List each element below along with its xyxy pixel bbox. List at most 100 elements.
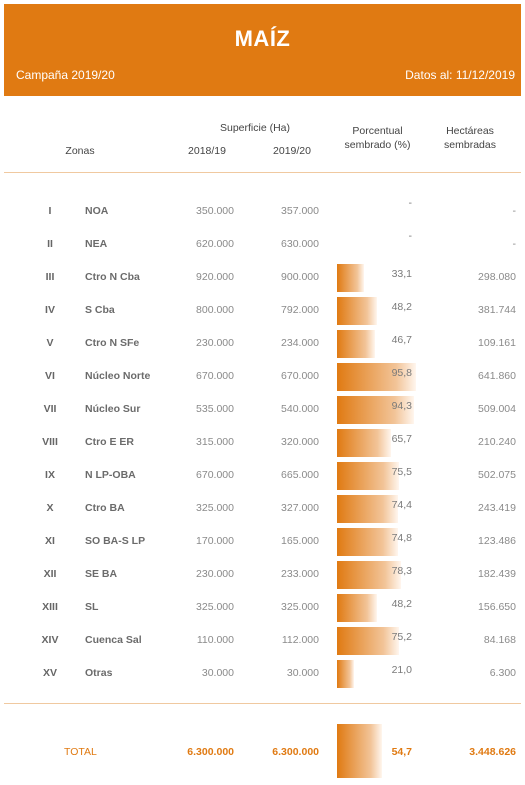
zone-number: XIV <box>41 634 59 646</box>
zone-number: VII <box>43 403 57 415</box>
zone-name: N LP-OBA <box>85 469 136 481</box>
percent-value: - <box>408 197 413 209</box>
zone-name: Ctro E ER <box>85 436 135 448</box>
zone-number: X <box>46 502 54 514</box>
surface-2018-cell: 315.000 <box>196 436 234 448</box>
surface-2019-cell: 327.000 <box>281 502 319 514</box>
surface-2019-cell: 320.000 <box>281 436 319 448</box>
table-row: VI Núcleo Norte 670.000 670.000 95,8 641.860 <box>0 360 525 393</box>
percent-value: 65,7 <box>391 433 412 445</box>
surface-2019-cell: 112.000 <box>281 634 319 646</box>
table-row: XI SO BA-S LP 170.000 165.000 74,8 123.486 <box>0 525 525 558</box>
zone-name: Núcleo Norte <box>85 370 151 382</box>
table-row: XV Otras 30.000 30.000 21,0 6.300 <box>0 657 525 690</box>
surface-2019-cell: 792.000 <box>281 304 319 316</box>
column-header-percent-line1: Porcentual <box>352 125 403 137</box>
hectares-cell: 381.744 <box>478 304 516 316</box>
surface-2019-cell: 233.000 <box>281 568 319 580</box>
percent-value: 48,2 <box>391 598 412 610</box>
surface-2018-cell: 30.000 <box>201 667 234 679</box>
column-header-surface: Superficie (Ha) <box>219 122 291 134</box>
percent-value: 46,7 <box>391 334 412 346</box>
percent-bar <box>337 396 414 424</box>
hectares-cell: 298.080 <box>478 271 516 283</box>
percent-bar <box>337 363 416 391</box>
percent-value: - <box>408 230 413 242</box>
percent-bar <box>337 495 398 523</box>
zone-number: I <box>48 205 52 217</box>
zone-number: III <box>45 271 55 283</box>
hectares-cell: 156.650 <box>478 601 516 613</box>
header-banner: MAÍZ Campaña 2019/20 Datos al: 11/12/201… <box>4 4 521 96</box>
zone-number: XII <box>43 568 57 580</box>
hectares-cell: 123.486 <box>478 535 516 547</box>
total-surface-2019: 6.300.000 <box>272 746 319 758</box>
zone-name: SO BA-S LP <box>85 535 146 547</box>
percent-bar <box>337 528 398 556</box>
hectares-cell: 210.240 <box>478 436 516 448</box>
percent-value: 48,2 <box>391 301 412 313</box>
zone-number: VIII <box>42 436 58 448</box>
table-row: II NEA 620.000 630.000 - - <box>0 228 525 261</box>
hectares-cell: - <box>512 205 517 217</box>
total-hectares: 3.448.626 <box>469 746 516 758</box>
percent-value: 21,0 <box>391 664 412 676</box>
percent-value: 74,4 <box>391 499 412 511</box>
table-row: III Ctro N Cba 920.000 900.000 33,1 298.080 <box>0 261 525 294</box>
surface-2018-cell: 230.000 <box>196 337 234 349</box>
total-row: TOTAL 6.300.000 6.300.000 54,7 3.448.626 <box>0 724 525 778</box>
table-row: I NOA 350.000 357.000 - - <box>0 195 525 228</box>
total-percent: 54,7 <box>391 746 412 758</box>
percent-bar <box>337 264 364 292</box>
zone-number: V <box>46 337 54 349</box>
surface-2019-cell: 30.000 <box>286 667 319 679</box>
surface-2019-cell: 670.000 <box>281 370 319 382</box>
zone-name: Ctro BA <box>85 502 125 514</box>
zone-name: SE BA <box>85 568 118 580</box>
hectares-cell: 182.439 <box>478 568 516 580</box>
column-header-hectares-line1: Hectáreas <box>446 125 494 137</box>
surface-2018-cell: 350.000 <box>196 205 234 217</box>
hectares-cell: 641.860 <box>478 370 516 382</box>
surface-2019-cell: 357.000 <box>281 205 319 217</box>
column-header-hectares-line2: sembradas <box>444 139 496 151</box>
percent-bar <box>337 462 399 490</box>
hectares-cell: 109.161 <box>478 337 516 349</box>
hectares-cell: 6.300 <box>489 667 516 679</box>
percent-bar <box>337 561 401 589</box>
column-header-year1: 2018/19 <box>188 145 226 157</box>
percent-value: 75,5 <box>391 466 412 478</box>
hectares-cell: 509.004 <box>478 403 516 415</box>
zone-number: XIII <box>42 601 58 613</box>
zone-number: IV <box>45 304 55 316</box>
zone-name: NOA <box>85 205 109 217</box>
column-header-zones: Zonas <box>65 145 95 157</box>
percent-bar <box>337 429 391 457</box>
surface-2018-cell: 920.000 <box>196 271 234 283</box>
percent-bar <box>337 330 375 358</box>
surface-2018-cell: 620.000 <box>196 238 234 250</box>
zone-name: Ctro N SFe <box>85 337 140 349</box>
zone-name: NEA <box>85 238 108 250</box>
column-header-hectares: Hectáreas sembradas <box>430 124 510 152</box>
column-header-percent: Porcentual sembrado (%) <box>330 124 425 152</box>
surface-2019-cell: 630.000 <box>281 238 319 250</box>
percent-value: 74,8 <box>391 532 412 544</box>
surface-2019-cell: 325.000 <box>281 601 319 613</box>
zone-name: S Cba <box>85 304 115 316</box>
surface-2018-cell: 670.000 <box>196 370 234 382</box>
surface-2018-cell: 325.000 <box>196 502 234 514</box>
page-title: MAÍZ <box>234 26 291 51</box>
header-divider <box>4 172 521 173</box>
surface-2018-cell: 800.000 <box>196 304 234 316</box>
table-row: XIII SL 325.000 325.000 48,2 156.650 <box>0 591 525 624</box>
surface-2018-cell: 170.000 <box>196 535 234 547</box>
surface-2019-cell: 234.000 <box>281 337 319 349</box>
surface-2018-cell: 325.000 <box>196 601 234 613</box>
zone-name: Núcleo Sur <box>85 403 141 415</box>
surface-2018-cell: 535.000 <box>196 403 234 415</box>
zone-name: Cuenca Sal <box>85 634 142 646</box>
percent-bar <box>337 297 377 325</box>
surface-2018-cell: 230.000 <box>196 568 234 580</box>
surface-2019-cell: 900.000 <box>281 271 319 283</box>
